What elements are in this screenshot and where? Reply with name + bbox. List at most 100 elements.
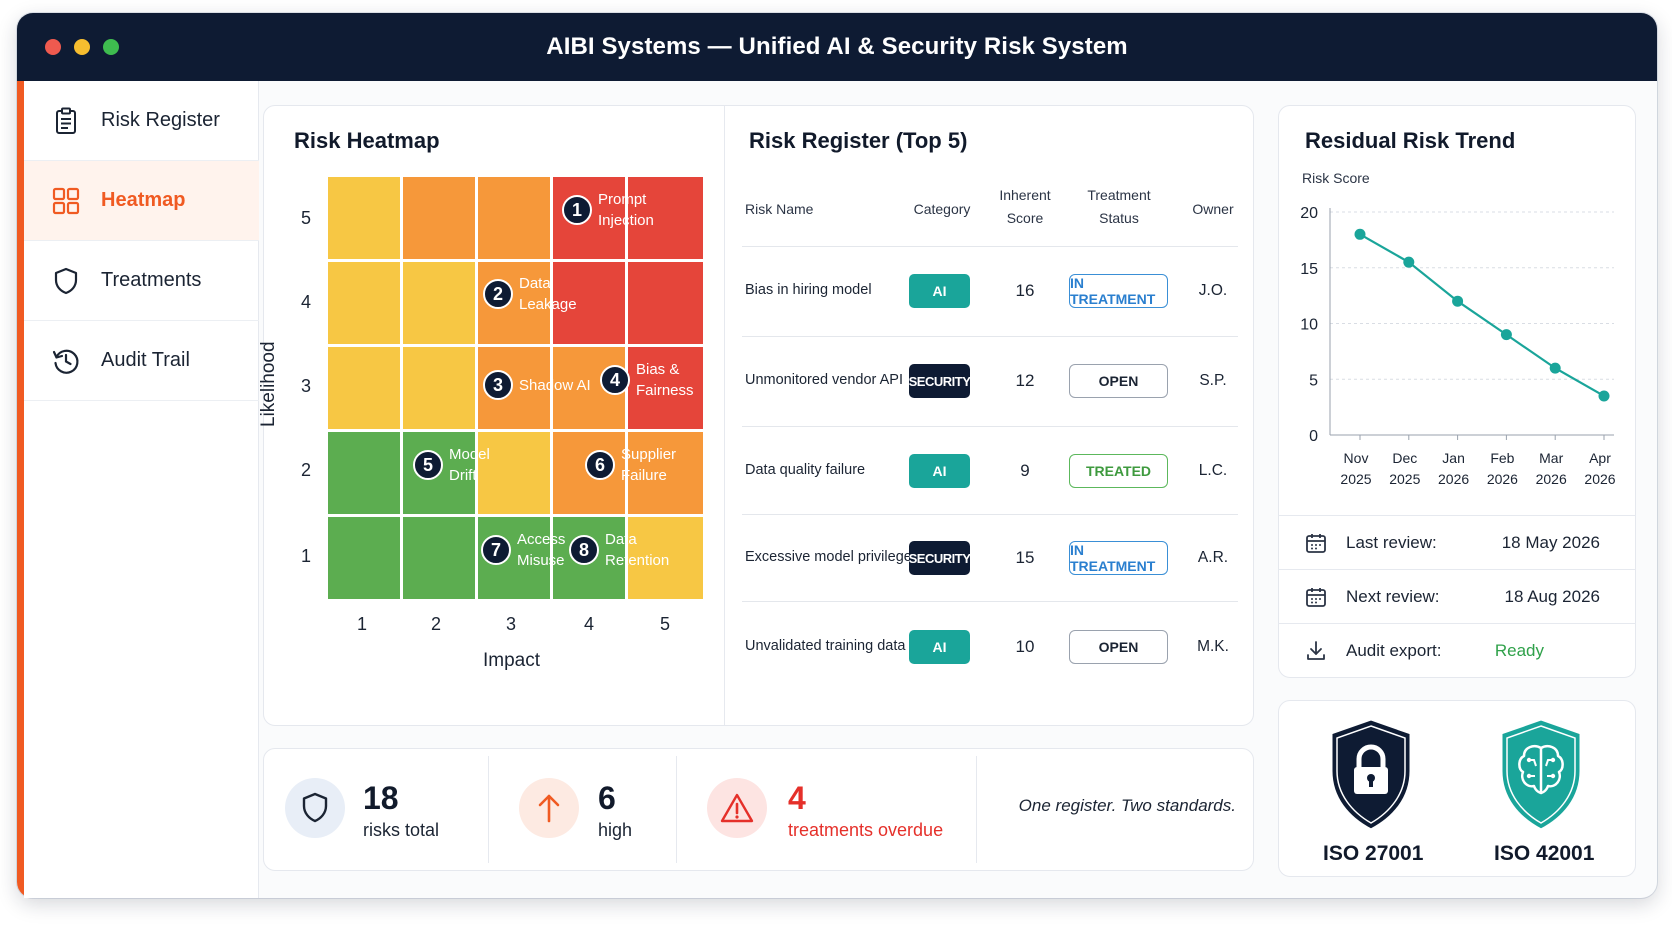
y-tick-label: 15 bbox=[1300, 261, 1318, 278]
heatmap-title: Risk Heatmap bbox=[294, 128, 440, 153]
heatmap-cell[interactable] bbox=[478, 432, 550, 514]
series-line bbox=[1359, 233, 1605, 397]
row-divider bbox=[742, 601, 1238, 602]
header-line: Treatment bbox=[1087, 187, 1151, 203]
row-divider bbox=[742, 246, 1238, 247]
maximize-window-button[interactable] bbox=[103, 39, 119, 55]
calendar-icon bbox=[1306, 587, 1326, 607]
heatmap-cell[interactable] bbox=[328, 347, 400, 429]
sidebar-accent-bar bbox=[17, 81, 24, 898]
inherent-score: 16 bbox=[1015, 281, 1035, 300]
audit-export-row[interactable]: Audit export: Ready bbox=[1278, 623, 1636, 677]
risk-number: 7 bbox=[481, 535, 511, 565]
category-badge: SECURITY bbox=[909, 541, 971, 575]
category-badge: SECURITY bbox=[909, 364, 971, 398]
window-title: AIBI Systems — Unified AI & Security Ris… bbox=[546, 33, 1128, 60]
trend-y-axis-title: Risk Score bbox=[1302, 170, 1370, 186]
sidebar-item-audit-trail[interactable]: Audit Trail bbox=[24, 321, 259, 401]
x-tick-label: 2026 bbox=[1584, 471, 1615, 487]
risk-marker[interactable]: 3 Shadow AI bbox=[483, 370, 591, 400]
x-tick: 2 bbox=[431, 614, 442, 634]
risk-marker[interactable]: 2 Data Leakage bbox=[483, 273, 577, 315]
column-header-treatment-status: Treatment Status bbox=[1078, 184, 1160, 230]
row-divider bbox=[742, 336, 1238, 337]
owner: A.R. bbox=[1197, 549, 1229, 566]
heatmap-cell[interactable] bbox=[553, 262, 625, 344]
risk-marker[interactable]: 7 Access Misuse bbox=[481, 529, 565, 571]
heatmap-cell[interactable] bbox=[403, 177, 475, 259]
total-risks-icon bbox=[285, 778, 345, 838]
data-point bbox=[1403, 256, 1415, 268]
x-tick-label: Feb bbox=[1490, 450, 1514, 466]
shield-icon bbox=[54, 267, 78, 294]
sidebar-item-heatmap[interactable]: Heatmap bbox=[24, 161, 259, 241]
info-label: Audit export: bbox=[1346, 640, 1442, 660]
heatmap-cell[interactable] bbox=[628, 517, 703, 599]
risk-marker[interactable]: 4 Bias & Fairness bbox=[600, 359, 694, 401]
y-tick-label: 5 bbox=[1309, 372, 1318, 389]
arrow-up-icon bbox=[538, 794, 560, 823]
stats-divider bbox=[976, 756, 977, 863]
data-point bbox=[1452, 295, 1464, 307]
heatmap-cell[interactable] bbox=[328, 432, 400, 514]
trend-card bbox=[1278, 105, 1636, 678]
grid-icon bbox=[52, 187, 80, 214]
heatmap-cell[interactable] bbox=[478, 177, 550, 259]
y-tick-label: 0 bbox=[1309, 428, 1318, 445]
window-controls bbox=[45, 39, 119, 55]
inherent-score: 12 bbox=[1015, 371, 1035, 390]
risk-number: 1 bbox=[562, 195, 592, 225]
info-value: 18 May 2026 bbox=[1501, 532, 1600, 552]
heatmap-cell[interactable] bbox=[403, 347, 475, 429]
risk-name: Unmonitored vendor API bbox=[745, 372, 903, 388]
calendar-icon bbox=[1306, 533, 1326, 553]
stats-divider bbox=[676, 756, 677, 863]
info-label: Next review: bbox=[1346, 586, 1440, 606]
y-tick: 1 bbox=[301, 546, 312, 566]
x-tick-label: Mar bbox=[1539, 450, 1563, 466]
x-tick-label: Dec bbox=[1392, 450, 1417, 466]
inherent-score: 10 bbox=[1015, 637, 1035, 656]
heatmap-cell[interactable] bbox=[628, 432, 703, 514]
x-tick-label: Jan bbox=[1442, 450, 1465, 466]
sidebar-item-treatments[interactable]: Treatments bbox=[24, 241, 259, 321]
x-tick: 4 bbox=[584, 614, 595, 634]
risk-marker[interactable]: 5 Model Drift bbox=[413, 444, 490, 486]
sidebar-item-risk-register[interactable]: Risk Register bbox=[24, 81, 259, 161]
column-header-category: Category bbox=[913, 201, 971, 217]
heatmap-cell[interactable] bbox=[328, 262, 400, 344]
x-tick: 5 bbox=[660, 614, 671, 634]
residual-risk-chart: 20 15 10 5 0 Nov 2025 Dec 2025 Jan 2026 Feb 2026 Mar 2… bbox=[1300, 205, 1616, 487]
risk-name: Unvalidated training data bbox=[745, 638, 906, 654]
risk-marker[interactable]: 6 Supplier Failure bbox=[585, 444, 676, 486]
heatmap-grid: 1 Prompt Injection 2 Data Leakage 3 Shad… bbox=[328, 177, 703, 601]
column-header-owner: Owner bbox=[1192, 201, 1234, 217]
risk-marker[interactable]: 1 Prompt Injection bbox=[562, 189, 654, 231]
inherent-score: 9 bbox=[1020, 461, 1030, 480]
risk-number: 6 bbox=[585, 450, 615, 480]
column-header-risk-name: Risk Name bbox=[745, 201, 814, 217]
header-line: Status bbox=[1099, 210, 1139, 226]
data-point bbox=[1500, 329, 1512, 341]
minimize-window-button[interactable] bbox=[74, 39, 90, 55]
risk-label: Supplier Failure bbox=[621, 446, 677, 484]
owner: M.K. bbox=[1197, 638, 1229, 655]
close-window-button[interactable] bbox=[45, 39, 61, 55]
heatmap-cell[interactable] bbox=[403, 517, 475, 599]
risk-label: Access Misuse bbox=[517, 531, 566, 569]
lock-shield-icon bbox=[1329, 717, 1413, 832]
y-tick: 3 bbox=[301, 376, 312, 396]
risk-marker[interactable]: 8 Data Retention bbox=[569, 529, 669, 571]
heatmap-cell[interactable] bbox=[328, 517, 400, 599]
risk-name: Excessive model privileges bbox=[745, 549, 920, 565]
sidebar-item-label: Risk Register bbox=[101, 109, 220, 131]
heatmap-cell[interactable] bbox=[628, 262, 703, 344]
brain-shield-icon bbox=[1499, 717, 1583, 832]
risk-number: 5 bbox=[413, 450, 443, 480]
heatmap-x-axis-title: Impact bbox=[483, 650, 541, 671]
heatmap-cell[interactable] bbox=[328, 177, 400, 259]
heatmap-cell[interactable] bbox=[628, 177, 703, 259]
heatmap-cell[interactable] bbox=[628, 347, 703, 429]
warning-icon bbox=[720, 793, 754, 823]
heatmap-cell[interactable] bbox=[403, 262, 475, 344]
